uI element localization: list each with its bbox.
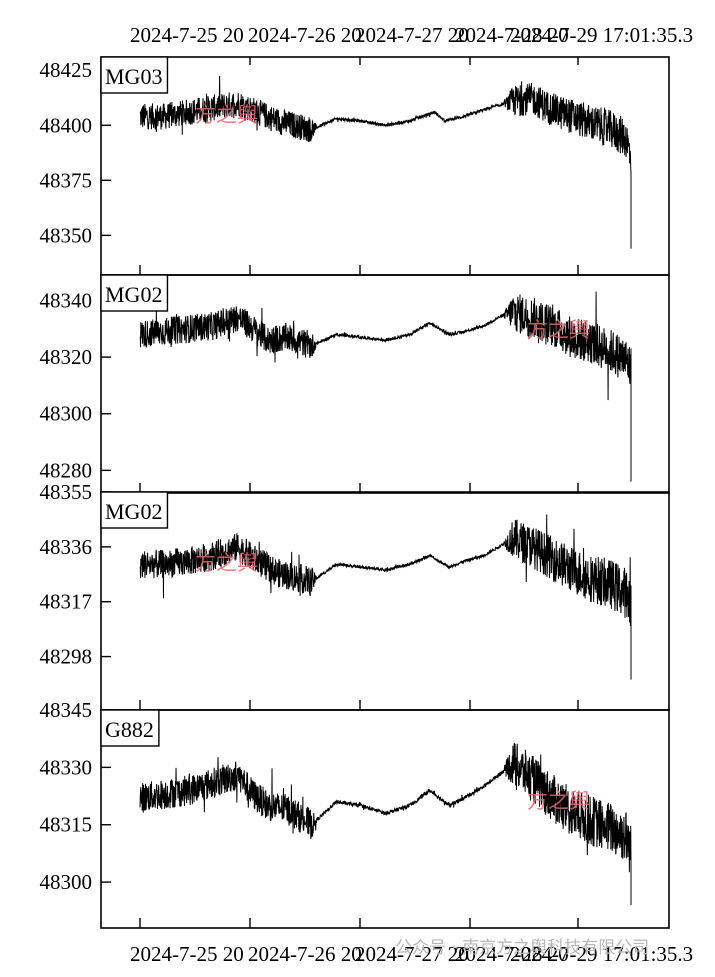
y-tick-label: 48355 [40,480,93,504]
panel-mg03-0: 48425 48400 48375 48350 MG03 方之舆 [40,56,670,276]
chart-panels: 48425484004837548350MG03方之舆4834048320483… [40,56,670,929]
panel-name-box [100,709,160,747]
y-tick-label: 48280 [40,458,93,482]
panel-mg02-1: 48340 48320 48300 48280 MG02 方之舆 [40,274,670,494]
top-time-label: 2024-7-25 20 [130,23,244,47]
watermark-text: 方之舆 [527,789,590,813]
footer-watermark: 公众号 · 南京方之舆科技有限公司 [395,938,649,958]
y-tick-label: 48340 [40,288,93,312]
top-time-label: 2024-7-26 20 [248,23,362,47]
top-time-label: 2024-7-28 20 [455,23,569,47]
panel-frame [100,56,670,276]
y-tick-label: 48298 [40,645,93,669]
top-time-label: 2024-7-27 20 [355,23,469,47]
panel-frame [100,709,670,929]
watermark-text: 方之舆 [527,318,590,342]
y-tick-label: 48425 [40,58,93,82]
top-time-label: 2024-7-29 17:01:35.3 [510,23,693,47]
panel-name-box [100,274,169,312]
panel-name: MG02 [105,499,162,524]
panel-name: G882 [105,717,154,742]
bottom-time-label: 2024-7-28 20 [455,942,569,966]
y-tick-label: 48350 [40,223,93,247]
bottom-time-label: 2024-7-26 20 [248,942,362,966]
y-tick-label: 48336 [40,535,93,559]
series-trace-g882 [139,742,632,906]
series-trace-mg02 [139,514,632,680]
panel-mg02-2: 48355 48336 48317 48298 MG02 方之舆 [40,480,670,711]
y-tick-label: 48345 [40,698,93,722]
panel-frame [100,491,670,711]
y-tick-label: 48317 [40,590,93,614]
y-tick-label: 48375 [40,168,93,192]
y-tick-label: 48400 [40,113,93,137]
panel-frame [100,274,670,494]
y-tick-label: 48330 [40,755,93,779]
watermark-text: 方之舆 [195,551,258,575]
y-tick-label: 48320 [40,345,93,369]
series-trace-mg02 [139,291,632,482]
panel-name: MG02 [105,282,162,307]
bottom-time-label: 2024-7-27 20 [355,942,469,966]
y-tick-label: 48300 [40,402,93,426]
bottom-time-label: 2024-7-29 17:01:35.3 [510,942,693,966]
series-trace-mg03 [139,75,632,249]
y-tick-label: 48315 [40,813,93,837]
watermark-text: 方之舆 [195,103,258,127]
panel-name-box [100,491,169,529]
panel-name: MG03 [105,64,162,89]
panel-g882-3: 48345 48330 48315 48300 G882 方之舆 [40,698,670,929]
bottom-time-label: 2024-7-25 20 [130,942,244,966]
panel-name-box [100,56,169,94]
y-tick-label: 48300 [40,870,93,894]
